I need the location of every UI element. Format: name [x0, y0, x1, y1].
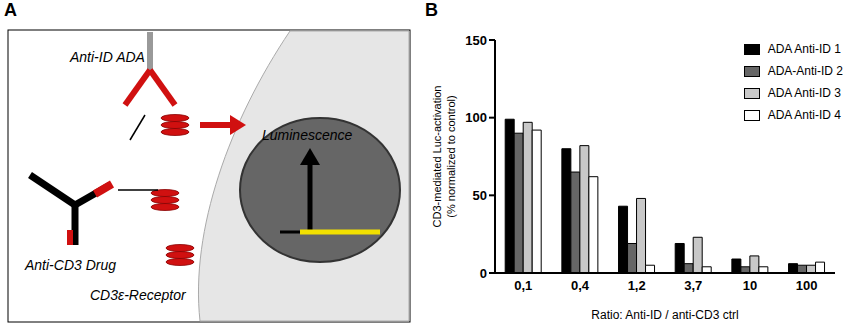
- html-text:ADA Anti-ID 1: ADA Anti-ID 1: [767, 42, 841, 56]
- html-text:ADA Anti-ID 4: ADA Anti-ID 4: [767, 108, 841, 122]
- svg-text:100: 100: [796, 278, 818, 293]
- svg-text:Luminescence: Luminescence: [262, 127, 352, 143]
- svg-text:1,2: 1,2: [628, 278, 646, 293]
- svg-text:CD3-mediated Luc-activation(%: CD3-mediated Luc-activation(% normalized…: [431, 86, 457, 228]
- svg-text:3,7: 3,7: [684, 278, 702, 293]
- svg-text:150: 150: [465, 33, 487, 48]
- html-text:ADA Anti-ID 3: ADA Anti-ID 3: [767, 86, 841, 100]
- svg-text:0,4: 0,4: [571, 278, 590, 293]
- svg-text:0: 0: [480, 266, 487, 281]
- html-text:B: B: [425, 0, 438, 20]
- svg-text:Ratio: Anti-ID / anti-CD3 ctrl: Ratio: Anti-ID / anti-CD3 ctrl: [591, 308, 738, 322]
- svg-text:10: 10: [743, 278, 757, 293]
- svg-text:0,1: 0,1: [514, 278, 532, 293]
- svg-text:Anti-CD3 Drug: Anti-CD3 Drug: [24, 257, 116, 273]
- html-text:ADA-Anti-ID 2: ADA-Anti-ID 2: [767, 64, 843, 78]
- svg-text:CD3ε-Receptor: CD3ε-Receptor: [90, 287, 187, 303]
- html-text:A: A: [4, 0, 17, 20]
- svg-text:50: 50: [473, 188, 487, 203]
- svg-text:Anti-ID ADA: Anti-ID ADA: [69, 49, 145, 65]
- svg-text:100: 100: [465, 110, 487, 125]
